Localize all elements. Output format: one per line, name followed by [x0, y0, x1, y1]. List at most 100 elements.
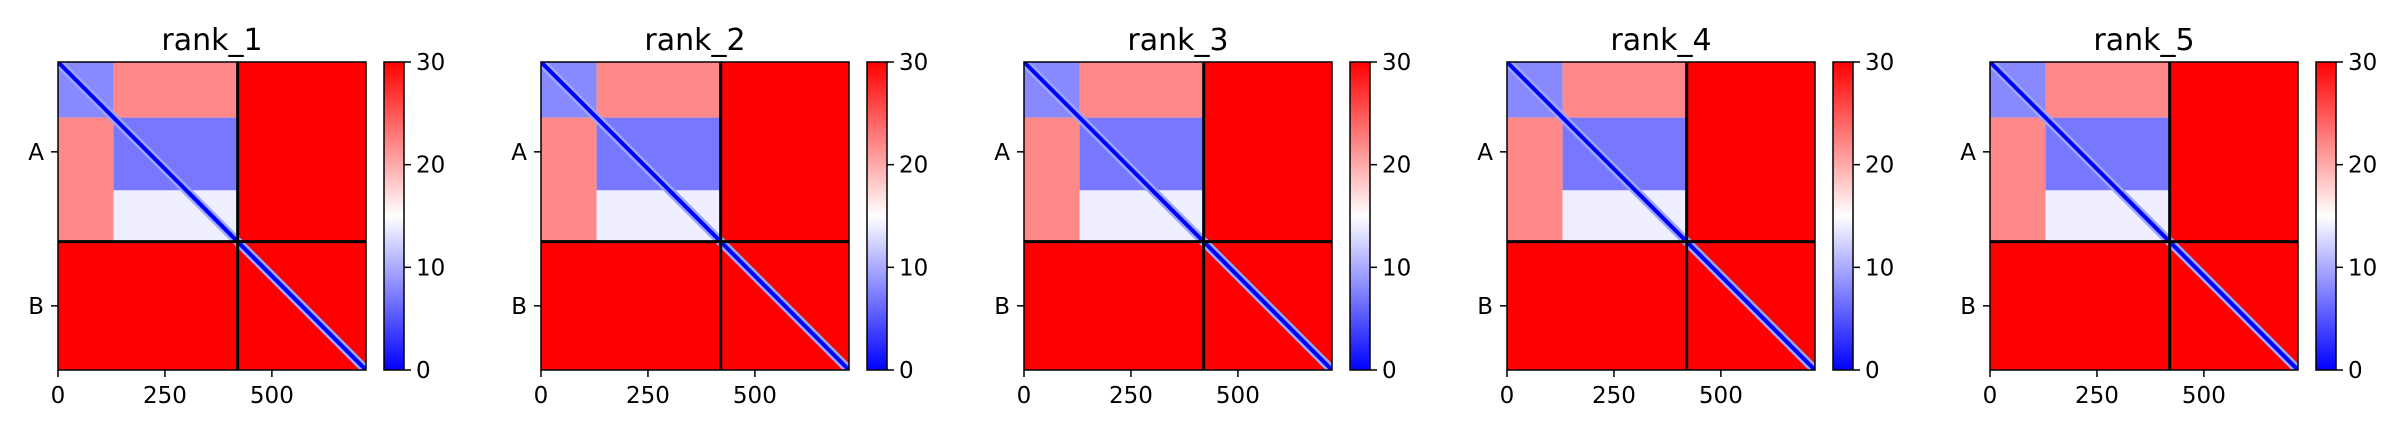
y-tick-label-a: A — [28, 140, 44, 166]
heatmap-diagonal — [1507, 62, 1815, 370]
heatmap-diagonal — [1024, 62, 1332, 370]
x-tick-label: 500 — [733, 383, 777, 409]
y-tick-label-b: B — [1960, 294, 1976, 320]
heatmap-diagonal — [541, 62, 849, 370]
x-tick-label: 0 — [1983, 383, 1998, 409]
colorbar-tick-label: 20 — [416, 153, 445, 179]
x-tick-label: 0 — [51, 383, 66, 409]
pae-panel-4: rank_4 A B 0 250 500 0 10 20 30 — [1477, 23, 1894, 409]
heatmap-block-b-a — [58, 241, 238, 370]
heatmap-block-a-a — [596, 62, 721, 118]
colorbar-tick-label: 0 — [1865, 358, 1880, 384]
colorbar-tick-label: 10 — [1865, 255, 1894, 281]
colorbar-tick-label: 30 — [899, 50, 928, 76]
panel-title: rank_2 — [644, 23, 745, 58]
heatmap-block-a-a — [596, 190, 721, 242]
y-tick-label-b: B — [994, 294, 1010, 320]
colorbar-tick-label: 30 — [1382, 50, 1411, 76]
axes-frame — [1023, 61, 1333, 371]
axes-frame — [1989, 61, 2299, 371]
colorbar-tick-label: 0 — [416, 358, 431, 384]
panel-title: rank_5 — [2093, 23, 2194, 58]
x-tick-label: 0 — [534, 383, 549, 409]
colorbar-tick-label: 0 — [1382, 358, 1397, 384]
axes-frame — [57, 61, 367, 371]
heatmap-block-a-a — [1990, 117, 2046, 242]
heatmap-block-b-a — [1990, 241, 2170, 370]
colorbar — [1349, 61, 1371, 371]
x-tick-label: 250 — [1109, 383, 1153, 409]
colorbar-tick-label: 0 — [2348, 358, 2363, 384]
colorbar-tick-label: 10 — [1382, 255, 1411, 281]
heatmap-block-b-a — [541, 241, 721, 370]
x-tick-label: 500 — [2182, 383, 2226, 409]
y-tick-label-a: A — [994, 140, 1010, 166]
heatmap-diagonal — [1990, 62, 2298, 370]
heatmap-block-a-a — [541, 117, 597, 242]
colorbar-tick-label: 10 — [2348, 255, 2377, 281]
heatmap-block-a-a — [1079, 190, 1204, 242]
heatmap-block-a-a — [2045, 62, 2170, 118]
colorbar — [2315, 61, 2337, 371]
colorbar — [383, 61, 405, 371]
pae-panel-5: rank_5 A B 0 250 500 0 10 20 30 — [1960, 23, 2377, 409]
heatmap-block-b-a — [1024, 241, 1204, 370]
colorbar-tick-label: 0 — [899, 358, 914, 384]
heatmap-block-a-a — [113, 62, 238, 118]
x-tick-label: 0 — [1500, 383, 1515, 409]
colorbar-tick-label: 20 — [899, 153, 928, 179]
colorbar-tick-label: 10 — [416, 255, 445, 281]
panel-title: rank_4 — [1610, 23, 1711, 58]
colorbar — [866, 61, 888, 371]
heatmap-body — [1024, 62, 1332, 370]
heatmap-block-a-b — [1686, 62, 1815, 242]
heatmap-block-a-a — [113, 190, 238, 242]
pae-panel-3: rank_3 A B 0 250 500 0 10 20 30 — [994, 23, 1411, 409]
colorbar-tick-label: 10 — [899, 255, 928, 281]
heatmap-block-a-b — [2169, 62, 2298, 242]
y-tick-label-a: A — [511, 140, 527, 166]
heatmap-block-b-a — [1507, 241, 1687, 370]
colorbar-tick-label: 20 — [1382, 153, 1411, 179]
pae-panel-1: rank_1 A B 0 250 500 0 10 20 30 — [28, 23, 445, 409]
axes-frame — [540, 61, 850, 371]
x-tick-label: 500 — [1216, 383, 1260, 409]
x-tick-label: 500 — [250, 383, 294, 409]
heatmap-block-a-a — [1024, 117, 1080, 242]
y-tick-label-b: B — [1477, 294, 1493, 320]
y-tick-label-b: B — [28, 294, 44, 320]
heatmap-block-a-a — [1562, 190, 1687, 242]
x-tick-label: 500 — [1699, 383, 1743, 409]
heatmap-body — [1990, 62, 2298, 370]
x-tick-label: 250 — [626, 383, 670, 409]
y-tick-label-a: A — [1960, 140, 1976, 166]
heatmap-block-a-a — [58, 117, 114, 242]
x-tick-label: 0 — [1017, 383, 1032, 409]
colorbar-tick-label: 20 — [1865, 153, 1894, 179]
panel-title: rank_3 — [1127, 23, 1228, 58]
heatmap-body — [58, 62, 366, 370]
heatmap-block-a-a — [1562, 62, 1687, 118]
colorbar — [1832, 61, 1854, 371]
heatmap-block-a-a — [1079, 62, 1204, 118]
colorbar-tick-label: 30 — [416, 50, 445, 76]
x-tick-label: 250 — [143, 383, 187, 409]
y-tick-label-a: A — [1477, 140, 1493, 166]
colorbar-tick-label: 30 — [2348, 50, 2377, 76]
panel-title: rank_1 — [161, 23, 262, 58]
x-tick-label: 250 — [1592, 383, 1636, 409]
heatmap-diagonal — [58, 62, 366, 370]
x-tick-label: 250 — [2075, 383, 2119, 409]
heatmap-block-a-a — [1507, 117, 1563, 242]
y-tick-label-b: B — [511, 294, 527, 320]
colorbar-tick-label: 20 — [2348, 153, 2377, 179]
colorbar-tick-label: 30 — [1865, 50, 1894, 76]
heatmap-body — [1507, 62, 1815, 370]
heatmap-block-a-b — [237, 62, 366, 242]
heatmap-block-a-b — [1203, 62, 1332, 242]
axes-frame — [1506, 61, 1816, 371]
heatmap-block-a-a — [2045, 190, 2170, 242]
heatmap-block-a-b — [720, 62, 849, 242]
pae-panel-2: rank_2 A B 0 250 500 0 10 20 30 — [511, 23, 928, 409]
